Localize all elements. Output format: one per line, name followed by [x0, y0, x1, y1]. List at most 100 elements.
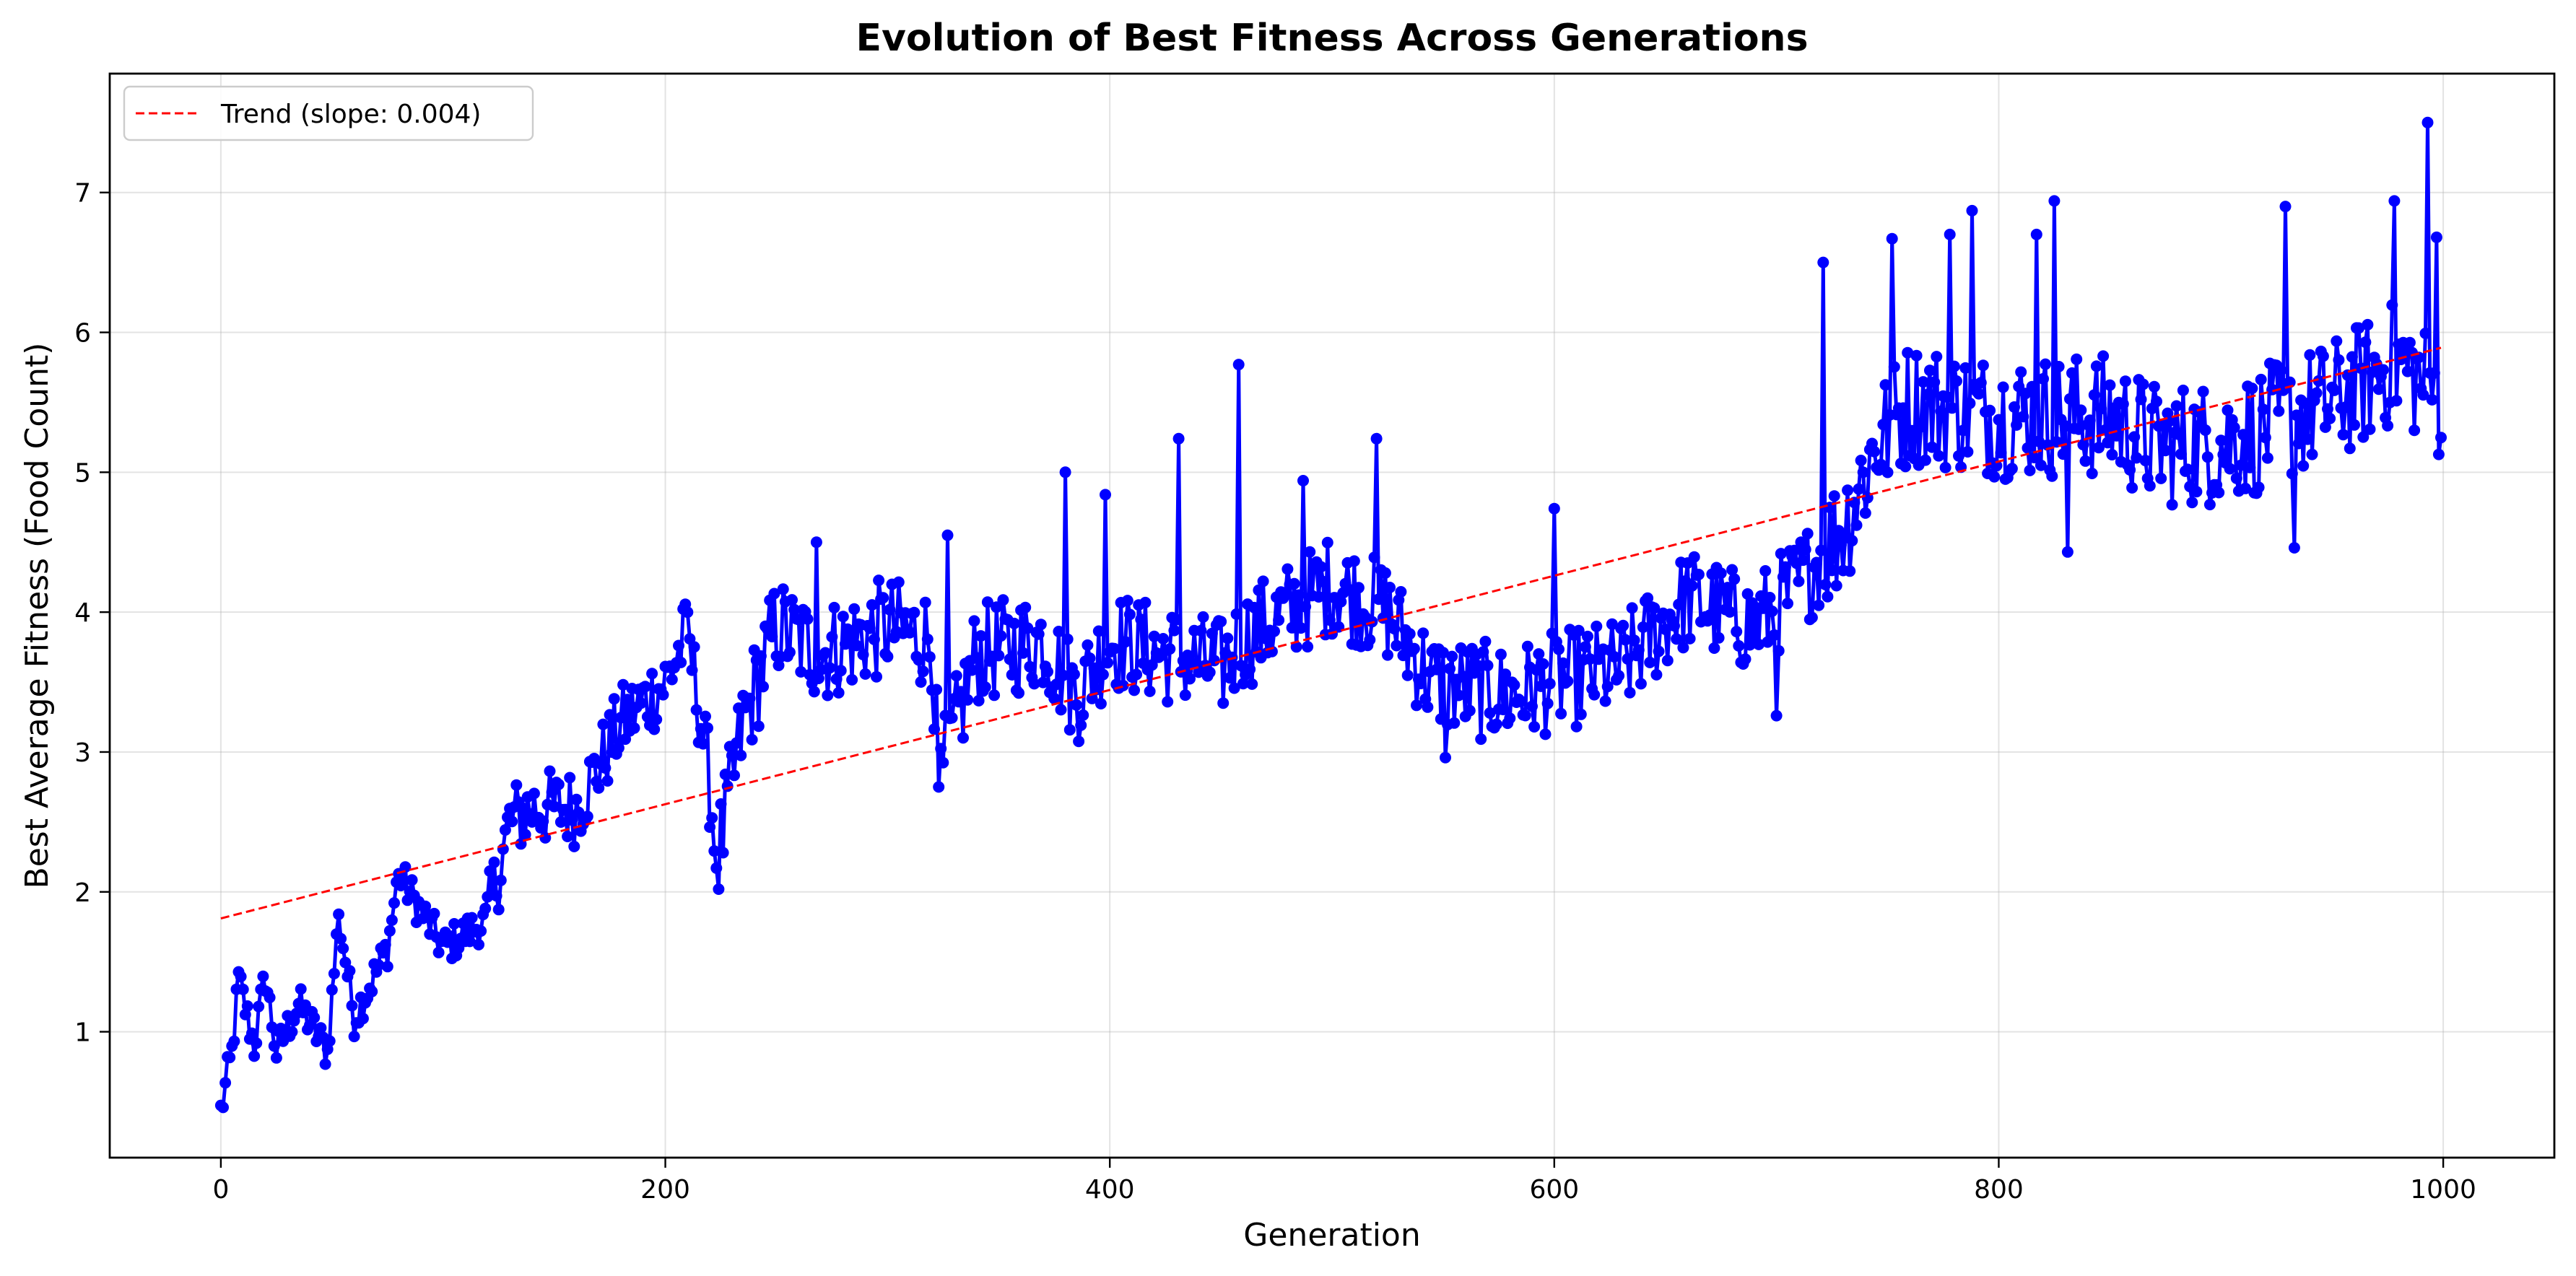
fitness-point [1504, 712, 1516, 725]
fitness-point [1184, 673, 1196, 685]
fitness-point [554, 816, 567, 828]
fitness-point [1764, 592, 1776, 603]
fitness-point [1741, 588, 1754, 600]
fitness-point [2061, 546, 2074, 558]
fitness-point [597, 718, 609, 730]
fitness-point [346, 1000, 358, 1012]
fitness-point [1626, 602, 1638, 614]
fitness-point [1648, 602, 1661, 614]
fitness-point [1877, 419, 1889, 431]
fitness-point [386, 914, 398, 926]
fitness-point [877, 592, 889, 604]
fitness-point [1528, 721, 1541, 733]
fitness-point [1179, 689, 1191, 702]
fitness-point [2197, 385, 2209, 398]
fitness-point [2017, 411, 2029, 423]
fitness-point [1953, 450, 1964, 462]
fitness-point [708, 845, 721, 857]
fitness-point [975, 630, 987, 642]
fitness-point [1321, 536, 1333, 549]
fitness-point [2037, 372, 2049, 385]
fitness-point [2172, 428, 2185, 440]
trend-line [220, 346, 2442, 920]
fitness-point [1964, 397, 1976, 409]
fitness-point [713, 883, 725, 895]
fitness-point [715, 798, 727, 810]
fitness-point [381, 961, 393, 973]
fitness-point [1448, 717, 1461, 729]
fitness-point [1951, 375, 1962, 387]
fitness-point [2097, 350, 2110, 362]
fitness-point [1881, 466, 1894, 478]
fitness-point [1562, 675, 1574, 687]
fitness-point [815, 663, 827, 676]
fitness-point [1575, 708, 1587, 720]
fitness-point [2190, 486, 2203, 498]
fitness-point [1535, 680, 1547, 692]
y-tick-label: 6 [74, 319, 91, 349]
fitness-point [2048, 195, 2061, 207]
fitness-point [706, 812, 718, 824]
fitness-point [2024, 464, 2036, 476]
legend-box [123, 85, 534, 141]
fitness-point [917, 665, 929, 678]
fitness-point [1297, 475, 1309, 486]
fitness-point [506, 816, 518, 828]
fitness-point [2293, 437, 2305, 450]
fitness-point [1931, 351, 1943, 363]
fitness-point [357, 1013, 369, 1025]
fitness-point [2175, 448, 2187, 460]
fitness-point [490, 890, 502, 902]
fitness-point [1170, 613, 1183, 626]
fitness-point [1215, 616, 1227, 628]
fitness-point [2135, 393, 2147, 406]
fitness-point [1946, 402, 1958, 414]
fitness-point [892, 576, 905, 588]
fitness-point [1135, 613, 1147, 626]
y-axis-label: Best Average Fitness (Food Count) [19, 343, 56, 889]
fitness-point [1440, 751, 1451, 764]
fitness-point [2086, 468, 2098, 479]
fitness-point [2131, 452, 2143, 464]
fitness-point [1972, 388, 1985, 400]
fitness-point [1957, 424, 1970, 437]
fitness-point [2032, 435, 2045, 447]
fitness-point [432, 946, 445, 958]
fitness-point [1544, 678, 1556, 690]
fitness-point [383, 925, 396, 937]
fitness-point [2126, 481, 2138, 494]
fitness-point [566, 814, 578, 826]
x-tick-label: 200 [640, 1175, 690, 1205]
fitness-point [1415, 678, 1427, 689]
fitness-point [1813, 599, 1825, 611]
x-tick-label: 1000 [2410, 1175, 2476, 1205]
fitness-point [2170, 400, 2183, 412]
fitness-point [2322, 403, 2333, 415]
fitness-point [1584, 653, 1596, 665]
fitness-point [464, 935, 476, 948]
fitness-point [844, 629, 856, 641]
fitness-point [726, 749, 738, 761]
fitness-point [1910, 349, 1923, 362]
fitness-point [228, 1035, 240, 1047]
fitness-point [717, 847, 729, 859]
fitness-point [2186, 497, 2198, 509]
fitness-point [1684, 632, 1696, 644]
fitness-point [735, 749, 747, 761]
fitness-point [1572, 624, 1585, 637]
fitness-point [246, 1027, 258, 1039]
fitness-point [2279, 201, 2292, 213]
fitness-point [1484, 707, 1496, 719]
fitness-point [1379, 567, 1391, 579]
fitness-point [952, 696, 965, 708]
fitness-point [1131, 668, 1143, 681]
fitness-point [2228, 421, 2240, 434]
fitness-point [1017, 647, 1030, 659]
fitness-point [2255, 373, 2267, 385]
fitness-point [1806, 611, 1818, 624]
fitness-point [615, 712, 627, 724]
fitness-point [850, 639, 863, 652]
fitness-point [1075, 719, 1087, 731]
fitness-point [744, 692, 756, 704]
